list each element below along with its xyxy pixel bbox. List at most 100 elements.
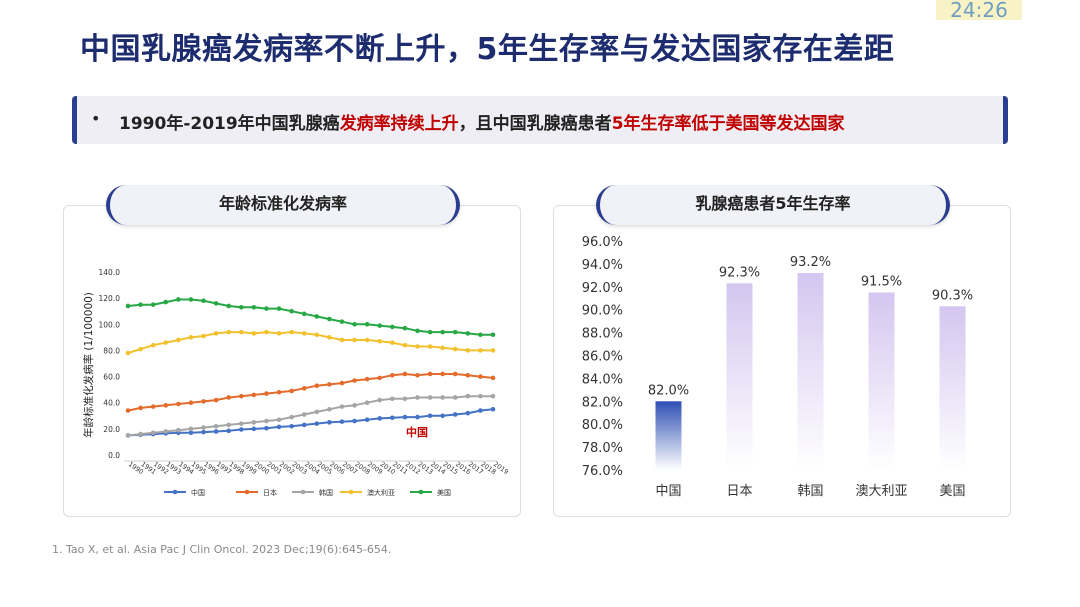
data-point-usa [238,304,244,310]
data-point-australia [352,337,357,343]
data-point-china [314,421,320,426]
data-point-australia [314,332,320,338]
data-point-china [402,414,408,420]
incidence-y-axis-label: 年龄标准化发病率 (1/100000) [82,292,95,438]
data-point-usa [327,316,332,322]
data-point-australia [452,346,458,352]
china-annotation: 中国 [406,425,428,439]
data-point-australia [364,337,370,343]
data-point-japan [301,386,307,391]
data-point-japan [390,372,395,378]
data-point-china [390,415,395,421]
data-point-australia [289,329,294,335]
data-point-china [440,413,445,419]
data-point-japan [377,375,383,381]
data-point-china [213,429,219,434]
data-point-japan [188,400,194,406]
survival-y-tick: 88.0% [582,327,623,342]
data-point-china [251,426,257,432]
data-point-china [427,413,433,419]
data-point-china [276,424,282,430]
data-point-usa [301,311,307,317]
survival-panel-heading: 乳腺癌患者5年生存率 [596,185,950,225]
data-point-korea [176,427,181,433]
survival-bar [868,292,895,470]
page-title: 中国乳腺癌发病率不断上升，5年生存率与发达国家存在差距 [80,32,895,67]
data-point-australia [264,329,269,335]
data-point-japan [440,371,445,377]
data-point-usa [138,302,143,307]
legend-marker-australia [348,489,354,495]
data-point-australia [201,333,206,339]
data-point-china [301,422,307,428]
incidence-y-tick: 120.0 [99,294,121,303]
legend-label-australia: 澳大利亚 [367,488,395,497]
data-point-korea [352,403,357,408]
legend-marker-china [172,489,178,495]
survival-category-label: 日本 [726,484,752,499]
data-point-korea [201,425,206,430]
data-point-japan [352,378,357,383]
data-point-korea [276,417,282,423]
data-point-china [377,416,383,421]
data-point-china [478,408,483,413]
survival-panel [553,205,1011,517]
data-point-australia [465,348,471,353]
data-point-australia [150,342,156,348]
legend-marker-korea [300,489,306,495]
data-point-china [289,423,294,429]
incidence-y-tick: 60.0 [103,373,120,382]
incidence-y-tick: 100.0 [99,320,121,329]
data-point-japan [427,371,433,377]
data-point-japan [251,392,257,398]
data-point-australia [415,344,420,349]
data-point-china [415,414,420,420]
data-point-japan [226,395,231,400]
legend-marker-japan [244,489,250,495]
survival-data-label: 91.5% [861,275,902,290]
data-point-usa [377,323,383,328]
series-line-japan [127,372,494,412]
survival-bar [797,273,824,470]
data-point-australia [402,342,408,348]
data-point-china [490,406,496,412]
summary-highlight-1: 发病率持续上升 [339,114,459,134]
data-point-korea [402,396,408,402]
data-point-australia [377,338,383,344]
data-point-korea [440,395,445,400]
data-point-australia [226,329,231,335]
data-point-japan [490,375,496,381]
data-point-korea [138,431,143,437]
data-point-korea [377,397,383,403]
bullet-icon: • [91,109,101,128]
data-point-korea [213,423,219,429]
data-point-usa [201,298,206,304]
data-point-usa [226,303,231,309]
data-point-korea [415,395,420,400]
data-point-japan [289,388,294,394]
data-point-australia [490,348,496,353]
survival-category-label: 澳大利亚 [855,483,907,499]
legend-label-china: 中国 [191,488,205,497]
incidence-panel-heading: 年龄标准化发病率 [106,185,460,225]
data-point-china [452,412,458,417]
survival-data-label: 92.3% [719,265,760,280]
data-point-china [201,429,206,435]
summary-seg-3: ，且中国乳腺癌患者 [458,114,612,134]
data-point-china [238,427,244,432]
footnote: 1. Tao X, et al. Asia Pac J Clin Oncol. … [52,543,392,556]
survival-y-tick: 80.0% [582,418,623,433]
data-point-australia [163,340,169,345]
data-point-japan [238,393,244,399]
data-point-korea [188,426,194,432]
data-point-australia [251,331,257,336]
survival-bar [655,401,682,470]
data-point-korea [314,409,320,415]
survival-data-label: 93.2% [790,255,831,270]
summary-seg-1: 1990年-2019年中国乳腺癌 [119,114,340,134]
data-point-usa [427,329,433,335]
data-point-usa [289,308,294,314]
series-line-usa [127,298,493,336]
data-point-korea [226,422,231,428]
survival-bar [939,306,966,470]
